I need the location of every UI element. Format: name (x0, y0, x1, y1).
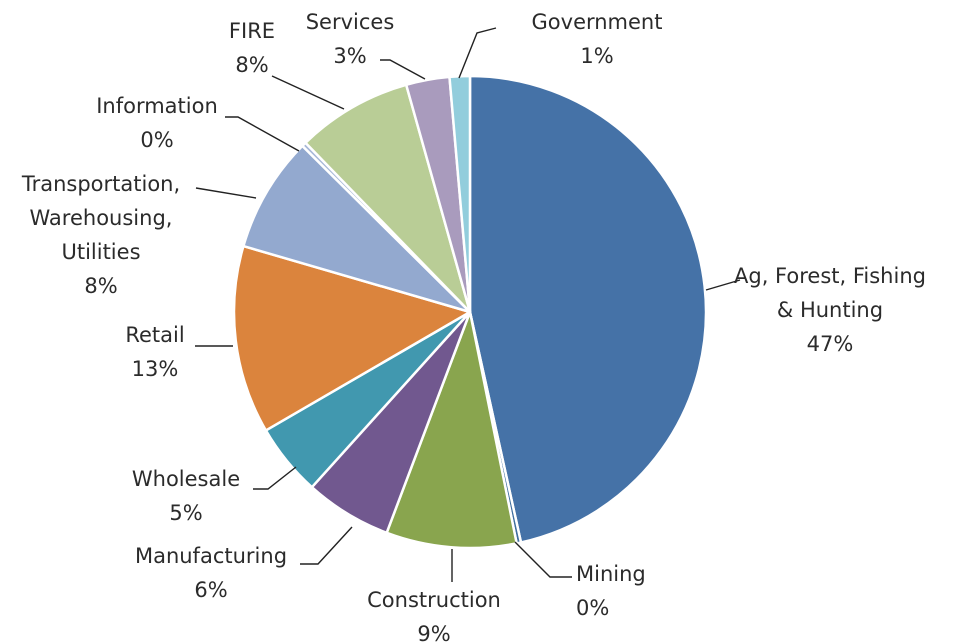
slice-percent-construction: 9% (417, 622, 450, 644)
slice-transportation-warehousing-utilities (242, 144, 472, 314)
slice-percent-mining: 0% (576, 596, 609, 620)
slice-name-line-ag-forest-fishing-hunting: & Hunting (777, 298, 883, 322)
leader-line-information (225, 116, 300, 152)
pie-slices (232, 74, 708, 550)
slice-name-line-fire: FIRE (229, 19, 275, 43)
slice-name-line-transportation-warehousing-utilities: Utilities (61, 240, 140, 264)
slice-label-wholesale: Wholesale 5% (132, 467, 240, 525)
slice-label-mining: Mining 0% (576, 562, 646, 620)
slice-percent-wholesale: 5% (169, 501, 202, 525)
slice-name-line-construction: Construction (367, 588, 501, 612)
slice-percent-services: 3% (333, 44, 366, 68)
slice-ag-forest-fishing-hunting (468, 74, 708, 544)
slice-label-manufacturing: Manufacturing 6% (135, 544, 287, 602)
slice-name-line-retail: Retail (125, 323, 184, 347)
slice-percent-retail: 13% (132, 357, 179, 381)
leader-line-wholesale (253, 466, 297, 490)
slice-name-line-mining: Mining (576, 562, 646, 586)
slice-percent-information: 0% (140, 128, 173, 152)
slice-construction (385, 310, 518, 550)
slice-label-retail: Retail 13% (125, 323, 184, 381)
leader-line-fire (271, 75, 345, 110)
slice-label-information: Information 0% (96, 94, 218, 152)
slice-percent-transportation-warehousing-utilities: 8% (84, 274, 117, 298)
slice-name-line-services: Services (306, 10, 395, 34)
leader-line-transportation-warehousing-utilities (195, 187, 257, 199)
slice-percent-manufacturing: 6% (194, 578, 227, 602)
slice-name-line-manufacturing: Manufacturing (135, 544, 287, 568)
slice-retail (232, 244, 472, 432)
slice-labels: Ag, Forest, Fishing & Hunting 47% Mining 0% C… (21, 10, 926, 644)
leader-line-manufacturing (300, 526, 353, 565)
slice-name-line-ag-forest-fishing-hunting: Ag, Forest, Fishing (734, 264, 926, 288)
leader-line-mining (514, 541, 572, 578)
slice-fire (304, 83, 472, 314)
slice-label-services: Services 3% (306, 10, 395, 68)
slice-percent-ag-forest-fishing-hunting: 47% (807, 332, 854, 356)
leader-lines (195, 27, 741, 582)
slice-label-fire: FIRE 8% (229, 19, 275, 77)
slice-name-line-information: Information (96, 94, 218, 118)
slice-name-line-transportation-warehousing-utilities: Warehousing, (30, 206, 173, 230)
slice-label-ag-forest-fishing-hunting: Ag, Forest, Fishing & Hunting 47% (734, 264, 926, 356)
slice-label-transportation-warehousing-utilities: Transportation, Warehousing, Utilities 8% (21, 172, 180, 298)
slice-percent-fire: 8% (235, 53, 268, 77)
slice-name-line-government: Government (532, 10, 663, 34)
slice-name-line-wholesale: Wholesale (132, 467, 240, 491)
leader-line-services (380, 59, 426, 80)
slice-label-construction: Construction 9% (367, 588, 501, 644)
slice-label-government: Government 1% (532, 10, 663, 68)
slice-name-line-transportation-warehousing-utilities: Transportation, (21, 172, 180, 196)
leader-line-ag-forest-fishing-hunting (705, 279, 741, 291)
leader-line-government (458, 27, 497, 79)
slice-percent-government: 1% (580, 44, 613, 68)
